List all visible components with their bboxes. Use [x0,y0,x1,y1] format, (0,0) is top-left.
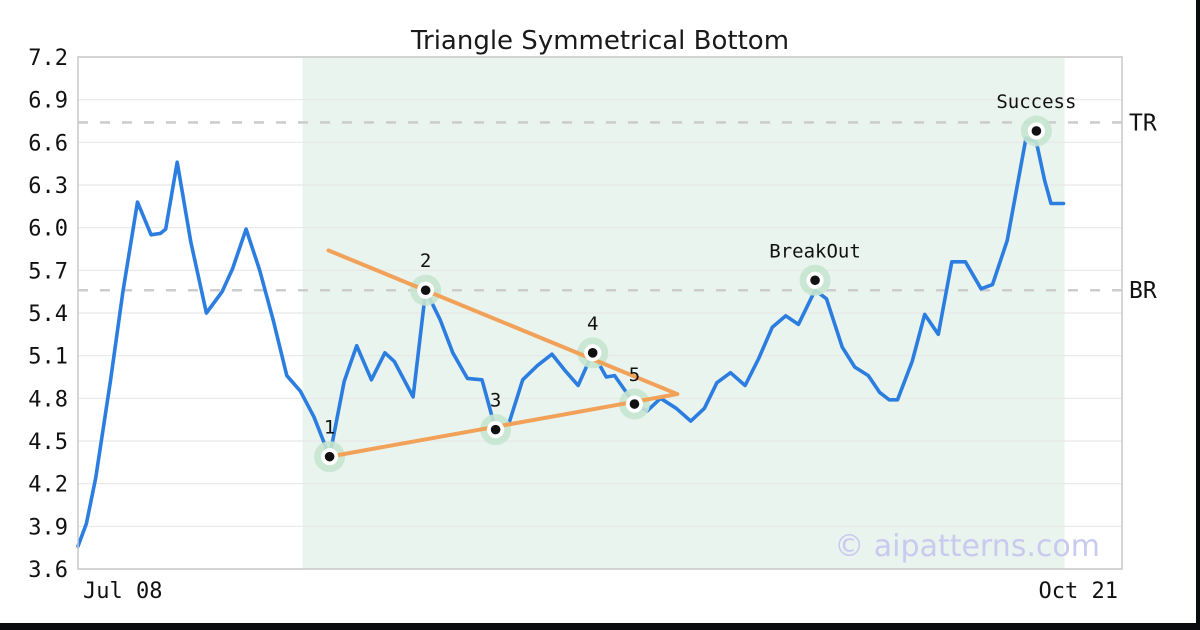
hline-label-tr: TR [1129,110,1157,136]
hline-label-br: BR [1129,278,1157,304]
y-tick-label: 3.6 [28,558,68,583]
marker-label-5: 5 [629,364,640,386]
right-edge-bar [1196,0,1200,630]
marker-dot [490,424,501,435]
y-tick-label: 5.7 [28,259,68,284]
y-tick-label: 5.4 [28,302,68,327]
y-tick-label: 6.9 [28,89,68,114]
price-line [76,136,1066,549]
trendline-lower-support [327,392,680,459]
trendlines-group [326,248,680,459]
marker-dot [810,275,820,286]
marker-labels-group: 1 2 3 4 5 BreakOut Success [324,91,1077,439]
y-tick-label: 6.3 [28,174,68,199]
y-tick-label: 5.1 [28,345,68,370]
marker-dot [420,285,431,296]
axis-labels-group: 3.6 3.9 4.2 4.5 4.8 5.1 5.4 5.7 6.0 6.3 6.6 6.9 7.2 T… [28,46,1157,604]
marker-label-2: 2 [420,250,431,272]
watermark: © aipatterns.com [834,529,1100,564]
y-tick-label: 7.2 [28,46,68,71]
y-tick-label: 4.2 [28,473,68,498]
marker-dot [629,399,640,409]
trendline-upper-resistance [326,248,680,397]
marker-halos-group [314,115,1052,473]
y-tick-label: 4.8 [28,387,68,412]
plot-border [77,56,1123,570]
marker-dot [1031,126,1042,136]
y-tick-label: 3.9 [28,515,68,540]
price-line-group [76,136,1066,549]
marker-label-3: 3 [490,390,501,412]
marker-dots-group [321,122,1045,466]
x-tick-label-right: Oct 21 [1039,579,1118,604]
gridlines-group [78,56,1122,570]
chart-title: Triangle Symmetrical Bottom [410,26,789,56]
footer-bar [0,623,1200,630]
marker-dot [324,451,335,462]
marker-dot [587,348,598,358]
marker-label-4: 4 [587,313,598,335]
y-tick-label: 6.6 [28,131,68,156]
y-tick-label: 4.5 [28,430,68,455]
x-tick-label-left: Jul 08 [83,579,162,604]
y-tick-label: 6.0 [28,217,68,242]
marker-label-breakout: BreakOut [769,240,861,262]
marker-label-success: Success [996,91,1076,113]
marker-label-1: 1 [324,417,335,439]
